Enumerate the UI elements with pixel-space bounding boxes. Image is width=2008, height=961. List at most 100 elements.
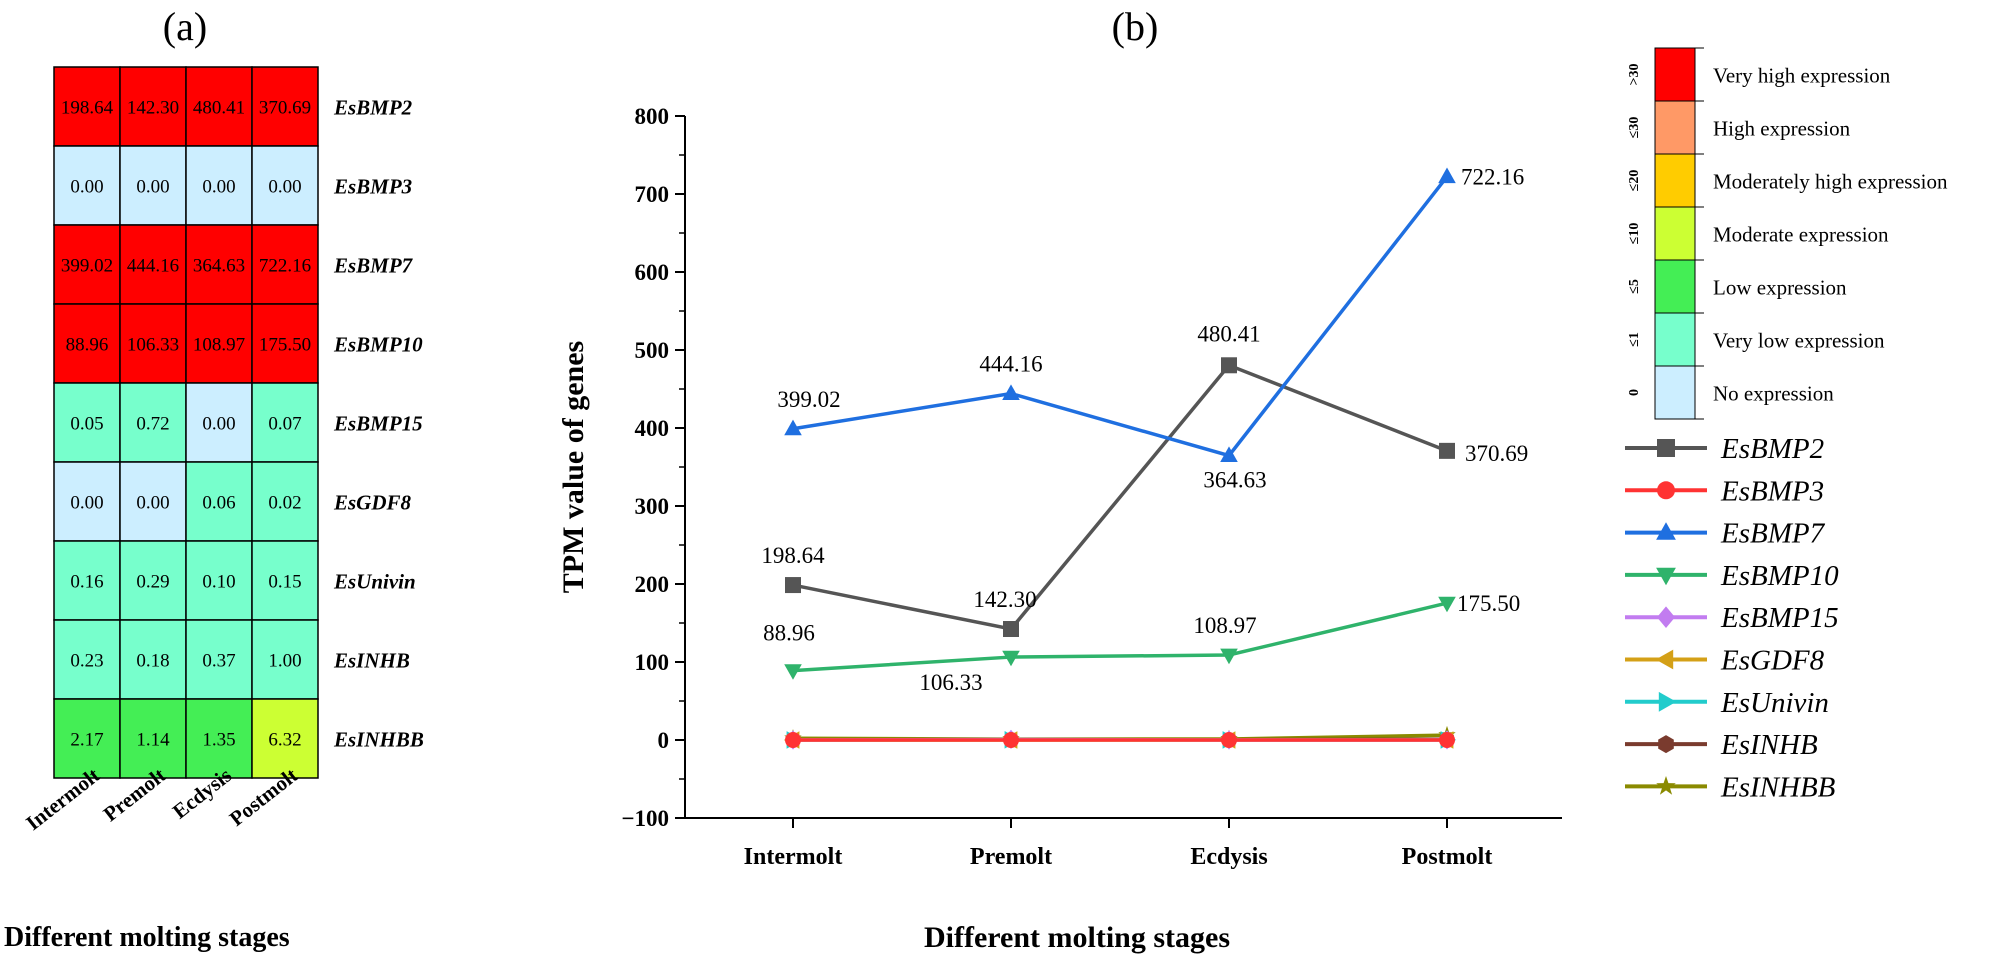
scale-label: Very low expression [1713,329,1885,353]
legend-marker [1655,649,1674,670]
x-tick-label: Postmolt [1402,844,1493,870]
data-label: 88.96 [763,621,815,646]
heatmap-row-label: EsBMP7 [333,254,414,278]
data-point-EsBMP10 [1220,648,1238,665]
y-tick-label: 100 [635,650,670,675]
heatmap-cell-value: 722.16 [259,256,311,277]
legend-label: EsBMP3 [1720,475,1824,507]
heatmap-cell-value: 399.02 [61,256,113,277]
data-point-EsBMP3 [785,732,801,748]
heatmap-cell [251,224,319,305]
y-tick-label: 200 [635,572,670,597]
heatmap-cell-value: 0.00 [70,493,103,514]
scale-swatch [1654,47,1696,102]
data-point-EsBMP7 [784,419,802,436]
heatmap-cell [119,66,187,147]
legend-marker [1657,439,1675,457]
heatmap-cell-value: 0.00 [136,177,169,198]
y-tick-label: 600 [635,260,670,285]
series-line-EsBMP7 [792,175,1449,458]
scale-swatch [1654,100,1696,155]
heatmap-cell [185,382,253,463]
series-line-EsBMP10 [792,601,1448,673]
scale-swatch [1654,206,1696,261]
heatmap-row-label: EsBMP15 [333,412,423,436]
panel-b-label: (b) [1112,4,1159,49]
data-point-EsBMP7 [1438,167,1456,184]
data-point-EsBMP3 [1003,732,1019,748]
heatmap-cell-value: 364.63 [193,256,245,277]
legend-label: EsINHBB [1720,771,1836,803]
heatmap-cell-value: 0.29 [136,572,169,593]
heatmap-cell-value: 0.00 [202,177,235,198]
data-point-EsBMP10 [1438,596,1456,613]
heatmap-cell-value: 0.15 [268,572,301,593]
legend-label: EsBMP2 [1720,433,1824,465]
legend-marker [1658,691,1677,712]
heatmap-cell-value: 1.00 [268,651,301,672]
heatmap-cell [119,698,187,779]
data-label: 399.02 [777,387,840,412]
legend-label: EsBMP10 [1720,560,1839,592]
scale-range: ≤30 [1627,117,1642,139]
heatmap-row-label: EsBMP3 [333,175,412,199]
scale-range: ≤10 [1627,223,1642,245]
heatmap-cell-value: 444.16 [127,256,179,277]
heatmap-cell-value: 0.72 [136,414,169,435]
expression-scale-legend: Very high expression >30 High expression ≤3… [1627,47,1948,420]
heatmap-cell-value: 0.02 [268,493,301,514]
y-tick-label: 500 [635,338,670,363]
scale-range: 0 [1627,389,1642,396]
line-chart: −100 0 100 200 300 400 500 600 700 800 Intermolt Pr… [557,104,1562,954]
y-tick-label: 0 [658,728,670,753]
scale-swatch [1654,153,1696,208]
data-point-EsBMP3 [1439,732,1455,748]
data-label: 175.50 [1457,591,1520,616]
y-tick-label: −100 [621,806,669,831]
heatmap-row-label: EsGDF8 [333,491,412,515]
legend-marker [1657,481,1675,500]
scale-swatch [1654,365,1696,420]
heatmap-row-label: EsINHBB [333,728,424,752]
heatmap-cell [53,66,121,147]
data-label: 106.33 [919,670,982,695]
heatmap-row-label: EsINHB [333,649,410,673]
legend-marker [1656,567,1676,586]
scale-label: No expression [1713,382,1834,406]
data-label: 370.69 [1465,441,1528,466]
heatmap-cell-value: 0.16 [70,572,103,593]
heatmap-cell-value: 0.00 [136,493,169,514]
heatmap-cell-value: 0.23 [70,651,103,672]
data-point-EsBMP10 [784,664,802,680]
heatmap-cell [53,619,121,700]
heatmap-cell-value: 0.00 [268,177,301,198]
data-label: 364.63 [1203,468,1266,493]
data-label: 722.16 [1461,165,1524,190]
heatmap-cell-value: 0.37 [202,651,235,672]
series-line-EsBMP2 [792,363,1448,631]
data-label: 142.30 [973,587,1036,612]
panel-a-label: (a) [163,4,207,49]
heatmap-cell [251,461,319,542]
heatmap-cell-value: 142.30 [127,98,179,119]
data-point-EsBMP10 [1002,650,1020,667]
y-tick-label: 300 [635,494,670,519]
heatmap-cell [53,461,121,542]
heatmap-cell [119,145,187,226]
heatmap-cell-value: 88.96 [66,335,109,356]
heatmap-cell [185,540,253,621]
heatmap-cell-value: 175.50 [259,335,311,356]
heatmap-cell [185,698,253,779]
heatmap-x-axis-title: Different molting stages [4,922,290,953]
heatmap-cell [119,382,187,463]
heatmap-cell [251,66,319,147]
data-point-EsBMP7 [1220,446,1238,462]
x-axis-title: Different molting stages [924,921,1230,954]
heatmap-row-label: EsUnivin [333,570,416,594]
data-point-EsBMP2 [1003,621,1019,638]
data-point-EsBMP7 [1002,384,1020,400]
heatmap-row-label: EsBMP2 [333,96,413,120]
heatmap-cell-value: 0.10 [202,572,235,593]
heatmap-cell [119,461,187,542]
data-label: 444.16 [979,352,1042,377]
